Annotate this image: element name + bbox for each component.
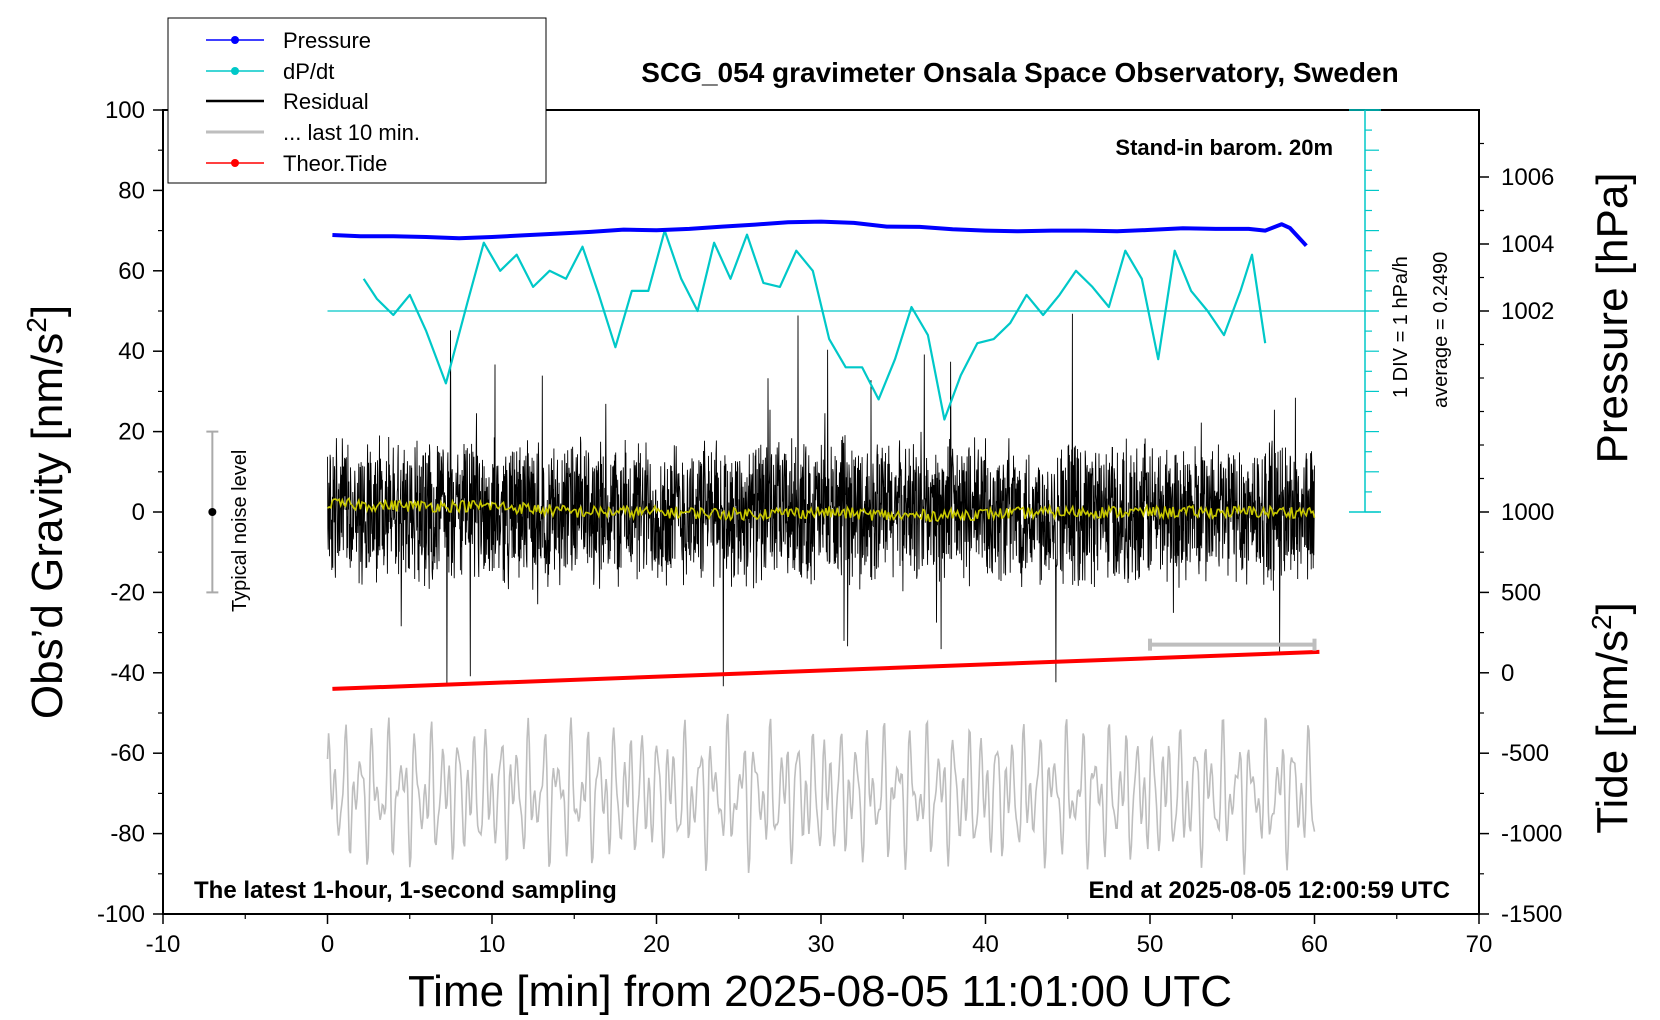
y-tick-label: 40 <box>118 338 145 365</box>
latest-annotation: The latest 1-hour, 1-second sampling <box>194 877 617 904</box>
y-tick-label: 20 <box>118 419 145 446</box>
y-tick-label: -80 <box>110 821 145 848</box>
tide-tick-label: -500 <box>1501 740 1549 767</box>
legend-item-dpdt: dP/dt <box>206 59 334 84</box>
axes-layer: -10 0 10 20 30 40 50 60 70-100-80-60-40-20020406… <box>97 97 1562 958</box>
x-tick-label: 30 <box>808 931 835 958</box>
legend-label-residual: Residual <box>283 89 369 114</box>
barom-annotation: Stand-in barom. 20m <box>1115 135 1333 160</box>
legend-label-pressure: Pressure <box>283 28 371 53</box>
tide-tick-label: -1000 <box>1501 821 1562 848</box>
y-tick-label: -20 <box>110 579 145 606</box>
x-tick-label: 0 <box>321 931 334 958</box>
tide-tick-label: 500 <box>1501 579 1541 606</box>
average-annotation: average = 0.2490 <box>1430 252 1452 408</box>
y-tick-label: -100 <box>97 901 145 928</box>
residual-trace <box>327 313 1315 687</box>
legend-item-residual: Residual <box>206 89 369 114</box>
x-tick-label: 10 <box>479 931 506 958</box>
legend-item-tide: Theor.Tide <box>206 151 387 176</box>
legend-label-tide: Theor.Tide <box>283 151 387 176</box>
legend-item-last10: ... last 10 min. <box>206 120 420 145</box>
y-tick-label: 60 <box>118 258 145 285</box>
x-axis-title: Time [min] from 2025-08-05 11:01:00 UTC <box>408 967 1232 1016</box>
chart-title: SCG_054 gravimeter Onsala Space Observat… <box>641 57 1398 88</box>
residual-smoothed-trace <box>326 496 1316 523</box>
noise-annotation: Typical noise level <box>229 450 251 612</box>
pressure-tick-label: 1006 <box>1501 164 1554 191</box>
tide-trace <box>332 649 1320 691</box>
pressure-tick-label: 1002 <box>1501 298 1554 325</box>
dpdt-div-annotation: 1 DIV = 1 hPa/h <box>1390 256 1412 398</box>
tide-tick-label: -1500 <box>1501 901 1562 928</box>
x-tick-label: 60 <box>1301 931 1328 958</box>
pressure-trace <box>332 219 1308 248</box>
y-tick-label: 80 <box>118 177 145 204</box>
legend-marker-tide <box>231 159 239 167</box>
y-tick-label: -60 <box>110 740 145 767</box>
noise-center-dot <box>208 508 217 516</box>
y-axis-title-tide: Tide [nm/s2] <box>1586 602 1637 834</box>
tide-tick-label: 0 <box>1501 660 1514 687</box>
y-axis-title-left: Obs’d Gravity [nm/s2] <box>21 305 72 719</box>
legend-item-pressure: Pressure <box>206 28 371 53</box>
y-tick-label: 100 <box>105 97 145 124</box>
traces-layer <box>206 219 1379 875</box>
tide-tick-label: 1000 <box>1501 499 1554 526</box>
x-tick-label: 20 <box>643 931 670 958</box>
legend-label-dpdt: dP/dt <box>283 59 334 84</box>
last10-trace <box>326 713 1316 875</box>
y-tick-label: -40 <box>110 660 145 687</box>
pressure-tick-label: 1004 <box>1501 231 1554 258</box>
legend-label-last10: ... last 10 min. <box>283 120 420 145</box>
x-tick-label: 40 <box>972 931 999 958</box>
x-tick-label: 70 <box>1466 931 1493 958</box>
legend-marker-dpdt <box>231 67 239 75</box>
x-tick-label: -10 <box>146 931 181 958</box>
y-axis-title-pressure: Pressure [hPa] <box>1588 172 1637 463</box>
x-tick-label: 50 <box>1137 931 1164 958</box>
legend-marker-pressure <box>231 36 239 44</box>
y-tick-label: 0 <box>132 499 145 526</box>
dpdt-trace <box>362 229 1267 421</box>
end-annotation: End at 2025-08-05 12:00:59 UTC <box>1089 877 1451 904</box>
legend: Pressure dP/dt Residual ... last 10 min.… <box>167 17 547 184</box>
